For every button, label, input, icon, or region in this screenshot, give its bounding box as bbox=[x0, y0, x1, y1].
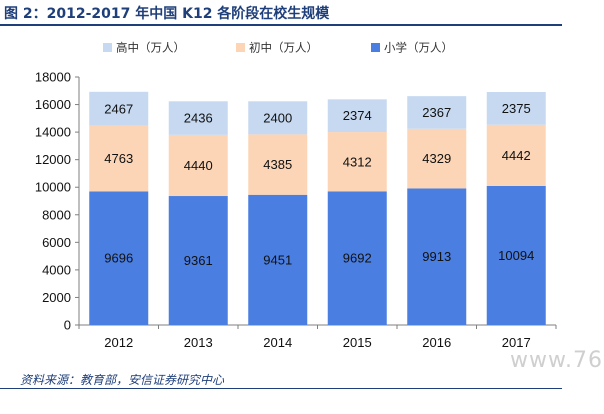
x-tick-label: 2013 bbox=[184, 335, 213, 350]
x-tick-label: 2014 bbox=[263, 335, 292, 350]
value-label-primary: 10094 bbox=[498, 248, 534, 263]
value-label-high: 2375 bbox=[502, 101, 531, 116]
value-label-high: 2400 bbox=[263, 110, 292, 125]
value-label-middle: 4385 bbox=[263, 157, 292, 172]
value-label-high: 2436 bbox=[184, 111, 213, 126]
y-tick-label: 18000 bbox=[35, 70, 71, 85]
bar-segment-high bbox=[486, 92, 546, 125]
x-tick-label: 2016 bbox=[422, 335, 451, 350]
value-label-high: 2374 bbox=[343, 108, 372, 123]
bar-segment-primary bbox=[248, 194, 308, 325]
chart-legend: 高中（万人） 初中（万人） 小学（万人） bbox=[103, 41, 453, 55]
bar-segment-high bbox=[327, 99, 387, 133]
x-tick-label: 2012 bbox=[104, 335, 133, 350]
value-label-primary: 9361 bbox=[184, 253, 213, 268]
value-label-middle: 4312 bbox=[343, 154, 372, 169]
value-label-primary: 9913 bbox=[422, 249, 451, 264]
bar-segment-high bbox=[248, 101, 308, 135]
value-label-middle: 4442 bbox=[502, 148, 531, 163]
legend-swatch-middle bbox=[236, 43, 245, 52]
y-tick-label: 12000 bbox=[35, 152, 71, 167]
bar-segment-primary bbox=[486, 185, 546, 325]
legend-label-middle: 初中（万人） bbox=[249, 41, 318, 55]
y-tick-label: 0 bbox=[64, 318, 71, 333]
footer-divider bbox=[0, 388, 562, 389]
y-tick-label: 6000 bbox=[42, 235, 71, 250]
bar-segment-high bbox=[168, 101, 228, 135]
bar-segment-middle bbox=[327, 132, 387, 192]
value-label-middle: 4329 bbox=[422, 151, 451, 166]
chart-axes: 0 2000 4000 6000 8000 10000 12000 14000 16000 180… bbox=[35, 70, 557, 350]
bar-segment-primary bbox=[327, 191, 387, 325]
bar-segment-middle bbox=[168, 134, 228, 197]
bar-segment-middle bbox=[407, 128, 467, 189]
title-divider bbox=[0, 24, 562, 26]
bar-segment-high bbox=[407, 96, 467, 129]
bar-segment-primary bbox=[89, 191, 149, 325]
bar-segment-middle bbox=[486, 124, 546, 186]
y-tick-label: 10000 bbox=[35, 180, 71, 195]
bar-segment-primary bbox=[407, 188, 467, 325]
figure-title: 图 2：2012-2017 年中国 K12 各阶段在校生规模 bbox=[4, 6, 330, 22]
legend-swatch-primary bbox=[371, 43, 380, 52]
bar-segment-middle bbox=[248, 134, 308, 195]
legend-label-high: 高中（万人） bbox=[116, 41, 185, 55]
bar-segment-primary bbox=[168, 196, 228, 325]
legend-label-primary: 小学（万人） bbox=[384, 41, 453, 55]
x-tick-label: 2015 bbox=[343, 335, 372, 350]
value-label-high: 2467 bbox=[104, 101, 133, 116]
watermark: www.76 bbox=[510, 348, 603, 373]
value-label-primary: 9696 bbox=[104, 251, 133, 266]
value-label-middle: 4763 bbox=[104, 151, 133, 166]
bar-segment-high bbox=[89, 91, 149, 126]
legend-swatch-high bbox=[103, 43, 112, 52]
y-tick-label: 14000 bbox=[35, 125, 71, 140]
value-label-middle: 4440 bbox=[184, 158, 213, 173]
bar-segment-middle bbox=[89, 125, 149, 192]
y-tick-label: 8000 bbox=[42, 207, 71, 222]
y-tick-label: 2000 bbox=[42, 290, 71, 305]
value-label-high: 2367 bbox=[422, 105, 451, 120]
y-tick-label: 16000 bbox=[35, 97, 71, 112]
chart-value-labels: 9696 4763 2467 9361 4440 2436 9451 4385 2400 9692… bbox=[104, 101, 534, 268]
source-note: 资料来源：教育部，安信证券研究中心 bbox=[20, 373, 225, 387]
y-tick-label: 4000 bbox=[42, 262, 71, 277]
value-label-primary: 9451 bbox=[263, 252, 292, 267]
x-tick-label: 2017 bbox=[502, 335, 531, 350]
value-label-primary: 9692 bbox=[343, 251, 372, 266]
chart-bars bbox=[89, 91, 546, 325]
